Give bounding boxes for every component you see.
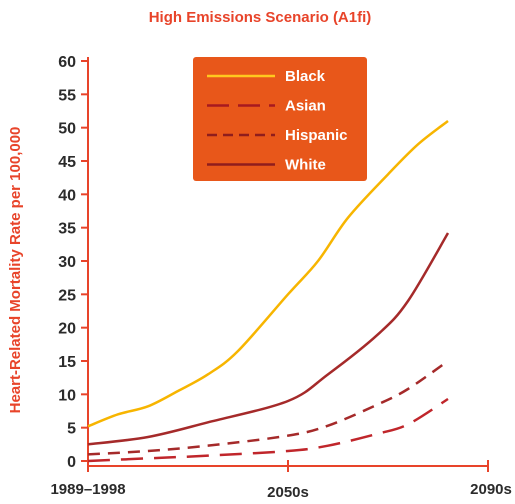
series-line-black	[87, 120, 449, 428]
x-ticks: 1989–1998 2050s 2090s	[50, 460, 512, 501]
y-tick-label: 50	[58, 121, 76, 138]
y-tick-label: 60	[58, 54, 76, 71]
legend-label-white: White	[285, 157, 326, 174]
x-tick-label: 2090s	[470, 481, 512, 498]
y-tick-label: 40	[58, 187, 76, 204]
chart-title: High Emissions Scenario (A1fi)	[149, 9, 372, 26]
x-tick-label: 2050s	[267, 484, 309, 501]
series-line-asian	[87, 397, 449, 463]
legend-label-hispanic: Hispanic	[285, 127, 348, 144]
legend-label-black: Black	[285, 68, 326, 85]
y-tick-label: 5	[67, 421, 76, 438]
series-line-white	[87, 232, 450, 446]
y-ticks: 0 5 10 15 20 25 30 35 40 45 50 55 60	[58, 54, 88, 471]
y-tick-label: 25	[58, 287, 76, 304]
legend-background	[193, 57, 367, 181]
y-tick-label: 0	[67, 454, 76, 471]
y-tick-label: 35	[58, 221, 76, 238]
series-line-hispanic	[87, 359, 449, 456]
legend-label-asian: Asian	[285, 98, 326, 115]
y-axis-label: Heart-Related Mortality Rate per 100,000	[7, 127, 24, 414]
series-lines	[87, 120, 450, 463]
y-tick-label: 15	[58, 354, 76, 371]
y-tick-label: 30	[58, 254, 76, 271]
y-tick-label: 10	[58, 387, 76, 404]
y-tick-label: 55	[58, 87, 76, 104]
x-tick-label: 1989–1998	[50, 481, 125, 498]
legend: Black Asian Hispanic White	[193, 57, 367, 181]
y-tick-label: 20	[58, 321, 76, 338]
y-tick-label: 45	[58, 154, 76, 171]
